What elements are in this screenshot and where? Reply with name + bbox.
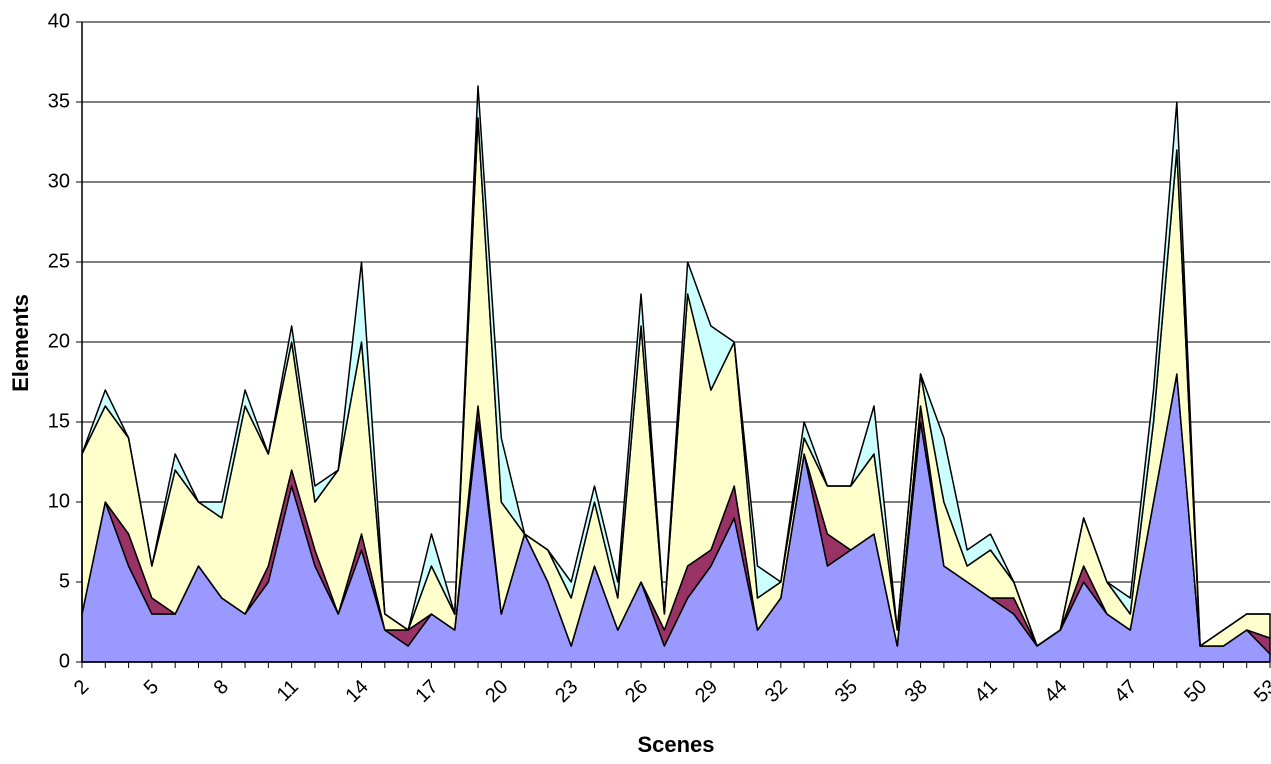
x-axis-title: Scenes (637, 732, 714, 757)
y-tick-label: 15 (48, 410, 70, 432)
x-tick-label: 8 (210, 676, 233, 699)
y-tick-label: 0 (59, 650, 70, 672)
y-axis-title: Elements (8, 294, 33, 392)
x-tick-label: 35 (831, 676, 862, 707)
y-tick-label: 30 (48, 170, 70, 192)
y-tick-label: 40 (48, 10, 70, 32)
y-tick-label: 10 (48, 490, 70, 512)
area (81, 117, 1271, 647)
x-tick-label: 26 (621, 676, 652, 707)
x-tick-label: 20 (481, 676, 512, 707)
x-tick-label: 32 (761, 676, 792, 707)
x-tick-label: 11 (273, 676, 303, 706)
x-tick-label: 23 (551, 676, 582, 707)
y-tick-label: 5 (59, 570, 70, 592)
x-tick-label: 41 (970, 676, 1001, 707)
x-tick-label: 50 (1180, 676, 1211, 707)
area (81, 85, 1271, 647)
x-tick-label: 17 (411, 676, 442, 707)
y-tick-label: 20 (48, 330, 70, 352)
y-tick-label: 25 (48, 250, 70, 272)
x-tick-label: 2 (70, 676, 93, 699)
x-tick-label: 14 (342, 676, 373, 707)
y-tick-label: 35 (48, 90, 70, 112)
x-tick-label: 44 (1040, 676, 1071, 707)
x-tick-label: 53 (1250, 676, 1271, 707)
x-tick-label: 5 (140, 676, 163, 699)
x-tick-label: 29 (691, 676, 722, 707)
x-tick-label: 38 (901, 676, 932, 707)
x-tick-label: 47 (1110, 676, 1141, 707)
